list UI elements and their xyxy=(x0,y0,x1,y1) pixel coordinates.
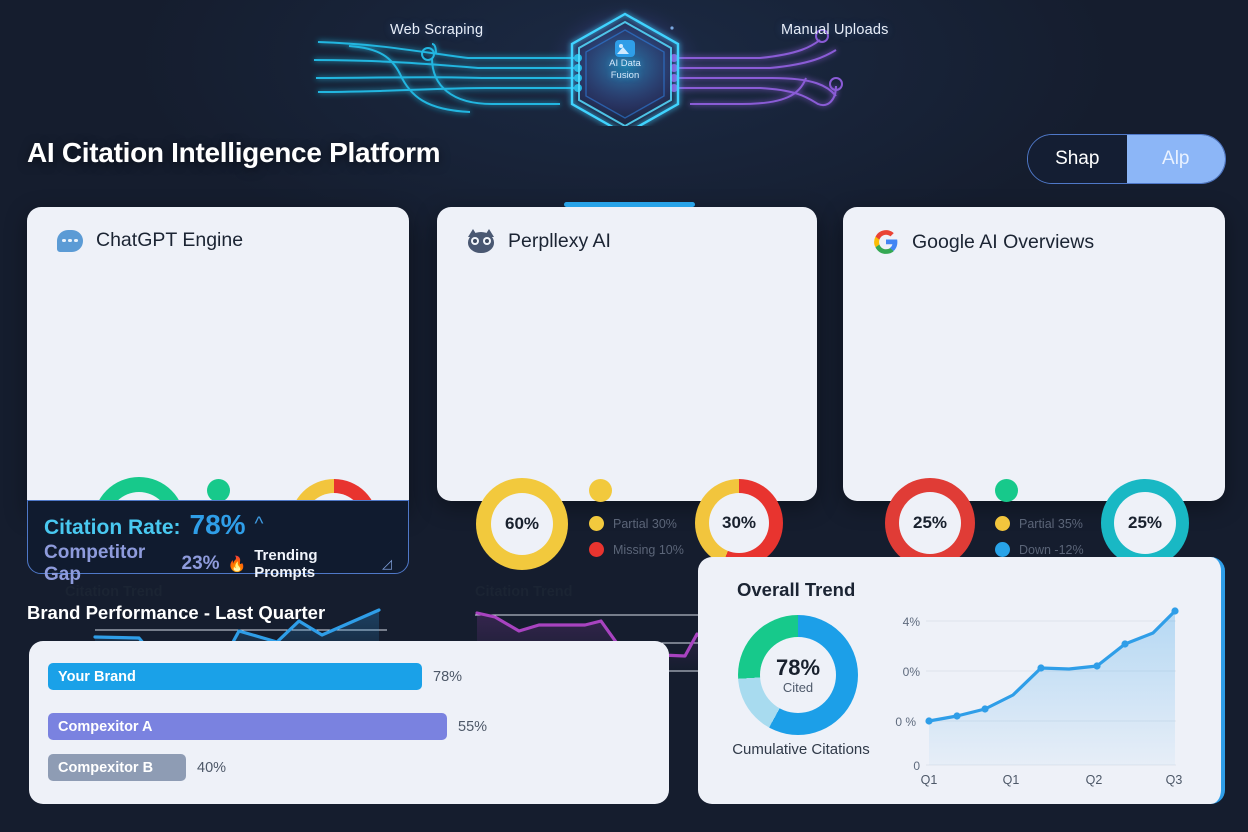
legend-dot xyxy=(207,479,230,502)
brand-bar-row[interactable]: Compexitor A 55% xyxy=(48,713,487,740)
engine-card-google[interactable]: Google AI Overviews 25% Partial 35% Down… xyxy=(843,207,1225,698)
brand-performance-card: Your Brand 78% Compexitor A 55% Compexit… xyxy=(29,641,669,804)
citation-rate-value: 78% xyxy=(189,509,246,540)
card-header-chatgpt: ChatGPT Engine xyxy=(57,229,243,252)
x-axis-tick: Q2 xyxy=(1085,773,1103,787)
citation-rate-label: Citation Rate: xyxy=(44,516,181,539)
brand-section-title: Brand Performance - Last Quarter xyxy=(27,602,326,623)
legend-google: Partial 35% Down -12% xyxy=(995,479,1084,568)
competitor-gap-row: Competitor Gap 23% 🔥 Trending Prompts ◿ xyxy=(44,542,392,586)
legend-dot xyxy=(995,479,1018,502)
primary-donut-google: 25% xyxy=(885,478,975,568)
overall-trend-subtitle: Cumulative Citations xyxy=(732,741,870,758)
legend-item: Missing 10% xyxy=(589,542,684,557)
hero-network-graphic: Web Scraping Manual Uploads AI Data Fusi… xyxy=(0,0,1248,126)
x-axis-tick: Q1 xyxy=(920,773,938,787)
hero-label-left: Web Scraping xyxy=(390,22,484,38)
chat-bubble-icon xyxy=(57,229,83,252)
toggle-option-shap[interactable]: Shap xyxy=(1028,135,1127,183)
secondary-donut-google: 25% xyxy=(1101,479,1189,567)
hero-hub-label: AI Data Fusion xyxy=(583,58,667,82)
citation-rate-band[interactable]: Citation Rate: 78% ^ Competitor Gap 23% … xyxy=(27,500,409,585)
brand-bar-row[interactable]: Compexitor B 40% xyxy=(48,754,226,781)
competitor-gap-value: 23% xyxy=(181,553,220,574)
card-title: Google AI Overviews xyxy=(912,230,1095,253)
overall-donut-caption: Cited xyxy=(782,679,814,695)
legend-item: Down -12% xyxy=(995,542,1084,557)
legend-dot xyxy=(589,516,604,531)
card-title: ChatGPT Engine xyxy=(96,229,244,251)
overall-area-chart xyxy=(925,607,1179,766)
google-g-icon xyxy=(874,230,898,254)
primary-donut-perplexity: 60% xyxy=(476,478,568,570)
donut-value: 25% xyxy=(912,513,948,532)
y-axis-tick: 0 % xyxy=(895,715,916,729)
brand-bar[interactable]: Your Brand xyxy=(48,663,422,690)
send-icon[interactable]: ◿ xyxy=(382,556,392,571)
secondary-donut-perplexity: 30% xyxy=(695,479,783,567)
legend-label: Down -12% xyxy=(1019,542,1084,557)
y-axis-tick: 0 xyxy=(913,759,920,773)
brand-bar-pct: 55% xyxy=(458,718,488,735)
brand-bar-pct: 78% xyxy=(433,668,463,685)
donut-value: 30% xyxy=(721,513,757,532)
legend-label: Missing 10% xyxy=(613,542,684,557)
card-header-google: Google AI Overviews xyxy=(873,229,1094,255)
brand-bar-label: Compexitor B xyxy=(58,759,154,776)
hero-connections-svg xyxy=(313,0,843,126)
hero-hub-line2: Fusion xyxy=(610,70,640,81)
chevron-up-icon[interactable]: ^ xyxy=(254,514,264,535)
legend-item xyxy=(995,479,1084,502)
legend-dot xyxy=(589,479,612,502)
citation-rate-row: Citation Rate: 78% ^ xyxy=(44,509,392,541)
y-axis-tick: 0% xyxy=(902,665,920,679)
overall-donut-value: 78% xyxy=(775,654,821,680)
x-axis-tick: Q1 xyxy=(1002,773,1020,787)
legend-item xyxy=(207,479,295,502)
toggle-option-alp[interactable]: Alp xyxy=(1126,135,1225,183)
page-title: AI Citation Intelligence Platform xyxy=(27,137,441,168)
legend-item: Partial 35% xyxy=(995,516,1084,531)
legend-label: Partial 30% xyxy=(613,516,677,531)
engine-card-chatgpt[interactable]: ChatGPT Engine 85% Partial 10% Missing 5… xyxy=(27,207,409,698)
brand-bar[interactable]: Compexitor B xyxy=(48,754,186,781)
overall-trend-title: Overall Trend xyxy=(737,579,856,600)
engine-card-perplexity[interactable]: Perpllexy AI 60% Partial 30% Missing 10%… xyxy=(437,202,817,698)
brand-bar-row[interactable]: Your Brand 78% xyxy=(48,663,462,690)
header-bar: AI Citation Intelligence Platform Shap A… xyxy=(0,126,1248,196)
donut-value: 60% xyxy=(504,514,540,533)
hero-hub-line1: AI Data xyxy=(609,58,641,69)
card-header-perplexity: Perpllexy AI xyxy=(467,229,611,253)
brand-bar-label: Compexitor A xyxy=(58,718,153,735)
x-axis-tick: Q3 xyxy=(1165,773,1183,787)
legend-dot xyxy=(995,516,1010,531)
competitor-gap-label: Competitor Gap xyxy=(44,542,146,585)
overall-trend-card: Overall Trend 78% Cited Cumulative Citat… xyxy=(698,557,1225,804)
legend-label: Partial 35% xyxy=(1019,516,1083,531)
legend-dot xyxy=(589,542,604,557)
legend-dot xyxy=(995,542,1010,557)
card-active-tab-indicator xyxy=(564,202,695,207)
overall-donut: 78% Cited xyxy=(738,615,858,735)
brand-bar-label: Your Brand xyxy=(58,668,136,685)
y-axis-tick: 4% xyxy=(902,615,920,629)
trend-title: Citation Trend xyxy=(475,584,573,600)
view-mode-toggle[interactable]: Shap Alp xyxy=(1027,134,1226,184)
fire-icon: 🔥 xyxy=(227,556,247,573)
hero-label-right: Manual Uploads xyxy=(781,22,889,38)
brand-bar[interactable]: Compexitor A xyxy=(48,713,447,740)
legend-item: Partial 30% xyxy=(589,516,684,531)
donut-value: 25% xyxy=(1127,513,1163,532)
brand-bar-pct: 40% xyxy=(197,759,227,776)
trending-prompts-label[interactable]: Trending Prompts xyxy=(254,547,318,581)
trend-title: Citation Trend xyxy=(65,584,163,600)
legend-perplexity: Partial 30% Missing 10% xyxy=(589,479,684,568)
owl-icon xyxy=(467,229,495,253)
legend-item xyxy=(589,479,684,502)
card-title: Perpllexy AI xyxy=(508,229,611,252)
